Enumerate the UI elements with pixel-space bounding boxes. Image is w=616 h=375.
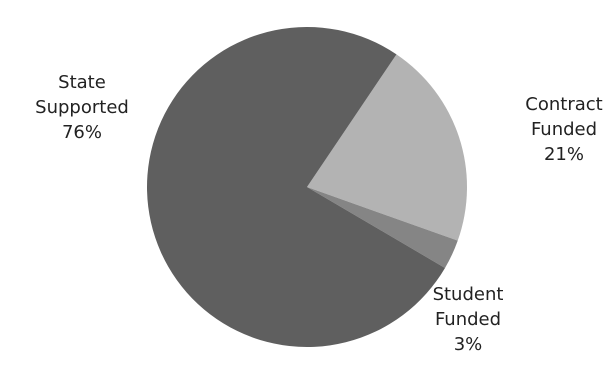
label-value-state-supported: 76% [62,122,102,143]
label-line-contract-funded: Funded [531,119,597,140]
pie-slices [147,26,468,347]
label-line-state-supported: State [58,72,106,93]
label-line-student-funded: Student [433,284,504,305]
slice-student-funded [307,187,458,268]
label-line-state-supported: Supported [35,97,129,118]
label-value-student-funded: 3% [454,334,483,355]
slice-contract-funded [307,54,468,241]
slice-state-supported [147,26,445,347]
label-line-student-funded: Funded [435,309,501,330]
pie-labels: Contract Funded 21% Student Funded 3% State Sup… [35,72,603,355]
label-state-supported: State Supported 76% [35,72,129,143]
label-value-contract-funded: 21% [544,144,584,165]
label-line-contract-funded: Contract [525,94,602,115]
label-contract-funded: Contract Funded 21% [525,94,602,165]
label-student-funded: Student Funded 3% [433,284,504,355]
